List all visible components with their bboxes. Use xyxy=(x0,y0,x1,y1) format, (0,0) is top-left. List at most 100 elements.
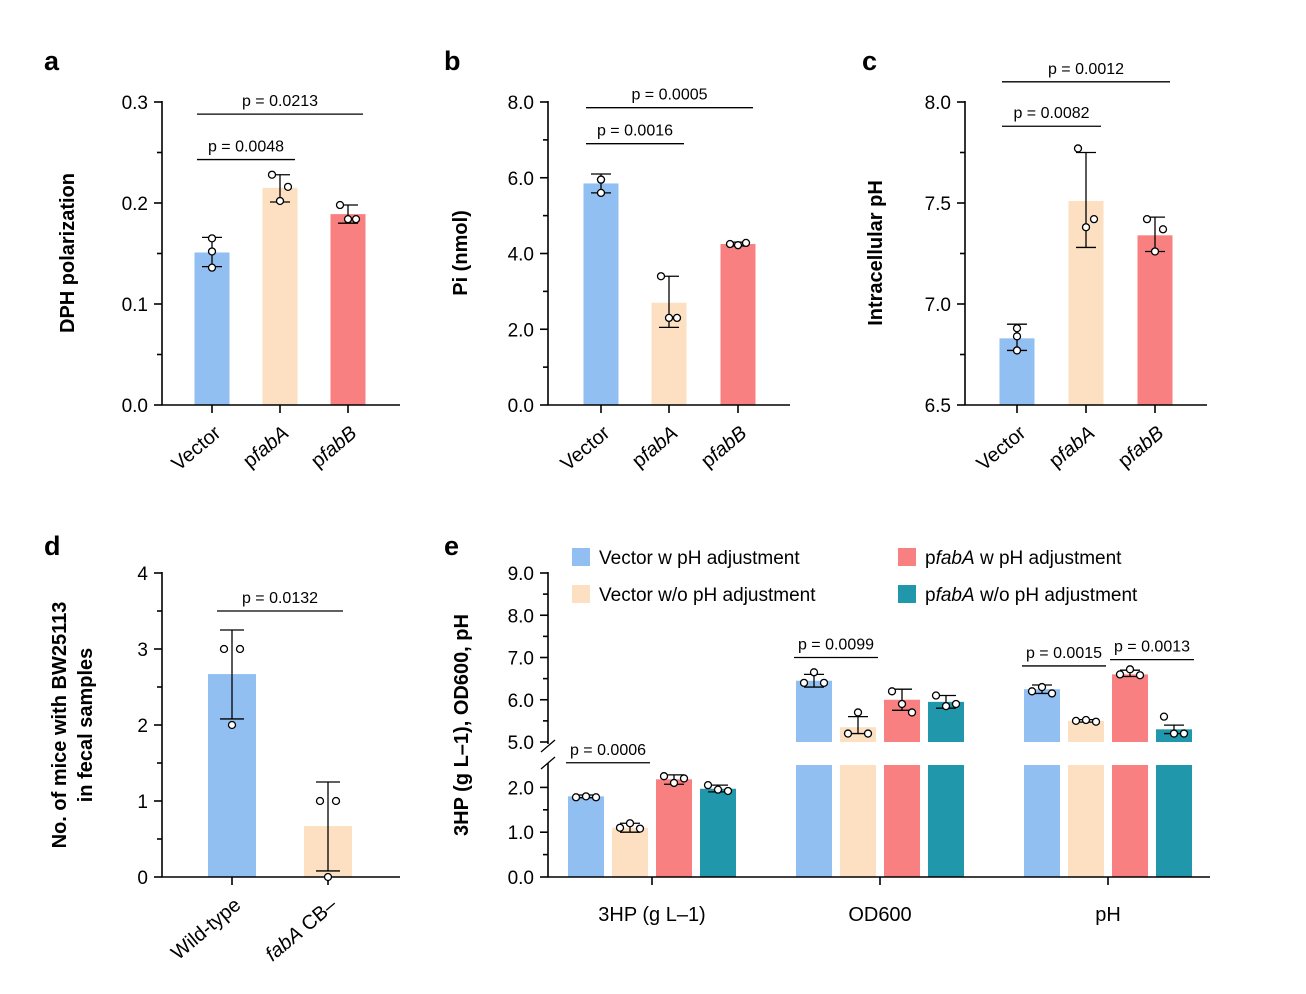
y-axis-label: Pi (nmol) xyxy=(450,210,472,296)
y-tick-label: 6.5 xyxy=(925,396,951,417)
legend-label-text: w pH adjustment xyxy=(975,548,1123,569)
legend-label-text: Vector w pH adjustment xyxy=(599,548,800,569)
y-tick-label: 7.0 xyxy=(508,649,534,670)
legend-label-prefix: p xyxy=(925,548,936,569)
x-tick-label-part: Vector xyxy=(168,422,226,476)
y-tick-label: 2.0 xyxy=(508,320,534,341)
data-point xyxy=(1047,689,1057,698)
legend-label-prefix: p xyxy=(925,585,936,606)
axis-break-mark xyxy=(540,756,556,770)
legend-label-italic: fabA xyxy=(936,548,975,569)
data-point xyxy=(664,313,674,323)
data-point xyxy=(1159,712,1169,721)
y-axis-label: DPH polarization xyxy=(57,173,79,333)
data-point xyxy=(596,175,606,184)
y-tick-label: 3 xyxy=(137,640,148,661)
legend-label: Vector w pH adjustment xyxy=(599,548,800,569)
bar-vector xyxy=(583,183,619,405)
bar-vector-w-ph-adjustment-1-lower xyxy=(796,765,832,877)
data-point xyxy=(1150,247,1160,256)
panel-d: d No. of mice with BW25113 in fecal sample… xyxy=(44,531,400,966)
legend-swatch xyxy=(898,585,916,603)
data-point xyxy=(799,678,809,687)
p-value-label: p = 0.0082 xyxy=(1013,105,1089,122)
legend-swatch xyxy=(572,585,590,603)
y-tick-label: 0.1 xyxy=(122,295,148,316)
data-point xyxy=(809,668,819,677)
y-axis-label: Intracellular pH xyxy=(865,180,887,326)
data-point xyxy=(351,215,361,224)
data-point xyxy=(843,729,853,738)
x-group-label: 3HP (g L–1) xyxy=(598,904,705,926)
bar-pfabb xyxy=(720,244,756,405)
y-tick-label: 7.0 xyxy=(925,295,951,316)
y-tick-label: 6.0 xyxy=(508,691,534,712)
data-point xyxy=(1081,223,1091,232)
x-tick-label: pfabA xyxy=(628,422,682,472)
data-point xyxy=(853,708,863,717)
p-value-label: p = 0.0048 xyxy=(208,139,284,156)
x-tick-label: Wild-type xyxy=(167,894,245,964)
data-point xyxy=(897,699,907,709)
x-tick-label-part: Vector xyxy=(557,422,615,476)
y-tick-label: 0.3 xyxy=(122,93,148,114)
bar-pfabb xyxy=(330,214,366,405)
bar-vector xyxy=(194,252,230,405)
x-tick-label-part: Wild-type xyxy=(167,894,245,964)
panel-e: e 3HP (g L–1), OD600, pH 0.0 1.0 2.0 5.0 6.0 7.… xyxy=(444,531,1210,926)
y-axis-label-line: No. of mice with BW25113 xyxy=(49,602,71,849)
data-point xyxy=(733,241,743,250)
y-axis-label: 3HP (g L–1), OD600, pH xyxy=(451,614,473,836)
data-point xyxy=(1073,144,1083,153)
data-point xyxy=(1027,687,1037,696)
y-tick-label: 6.0 xyxy=(508,169,534,190)
x-tick-label: pfabB xyxy=(1114,422,1168,472)
y-tick-label: 8.0 xyxy=(925,93,951,114)
x-tick-label: Vector xyxy=(973,422,1031,476)
y-tick-label: 0.2 xyxy=(122,194,148,215)
y-tick-label: 5.0 xyxy=(508,733,534,754)
y-tick-label: 8.0 xyxy=(508,606,534,627)
x-tick-label: pfabA xyxy=(239,422,293,472)
data-point xyxy=(1012,324,1022,333)
p-value-label: p = 0.0132 xyxy=(242,590,318,607)
x-tick-label: pfabA xyxy=(1045,422,1099,472)
data-point xyxy=(235,644,245,654)
data-point xyxy=(931,691,941,700)
data-point xyxy=(1125,665,1135,674)
y-tick-label: 4 xyxy=(137,564,148,585)
data-point xyxy=(703,781,713,790)
legend-label: pfabA w pH adjustment xyxy=(925,548,1122,569)
legend-label-text: Vector w/o pH adjustment xyxy=(599,585,816,606)
data-point xyxy=(591,793,601,802)
data-point xyxy=(635,824,645,833)
x-tick-label: pfabB xyxy=(697,422,751,472)
data-point xyxy=(1037,682,1047,692)
data-point xyxy=(656,272,666,281)
data-point xyxy=(323,872,333,882)
y-tick-label: 2.0 xyxy=(508,778,534,799)
y-tick-label: 1.0 xyxy=(508,823,534,844)
y-tick-label: 7.5 xyxy=(925,194,951,215)
bar-vector-w-ph-adjustment-0 xyxy=(568,796,604,877)
bar-pfaba-w-ph-adjustment-0 xyxy=(656,779,692,877)
data-point xyxy=(1158,225,1168,234)
y-tick-label: 1 xyxy=(137,792,148,813)
data-point xyxy=(723,786,733,796)
bar-vector-w-o-ph-adjustment-2-lower xyxy=(1068,765,1104,877)
data-point xyxy=(1089,215,1099,224)
data-point xyxy=(275,196,285,206)
data-point xyxy=(207,234,217,243)
data-point xyxy=(596,188,606,198)
legend-label: Vector w/o pH adjustment xyxy=(599,585,816,606)
data-point xyxy=(669,778,679,788)
panel-a: a DPH polarization 0.0 0.1 0.2 0.3 Vector pfabA… xyxy=(44,46,400,475)
p-value-label: p = 0.0213 xyxy=(242,93,318,110)
data-point xyxy=(863,729,873,738)
data-point xyxy=(741,238,751,248)
data-point xyxy=(625,819,635,828)
y-tick-label: 0.0 xyxy=(508,868,534,889)
data-point xyxy=(615,823,625,832)
y-tick-label: 2 xyxy=(137,716,148,737)
